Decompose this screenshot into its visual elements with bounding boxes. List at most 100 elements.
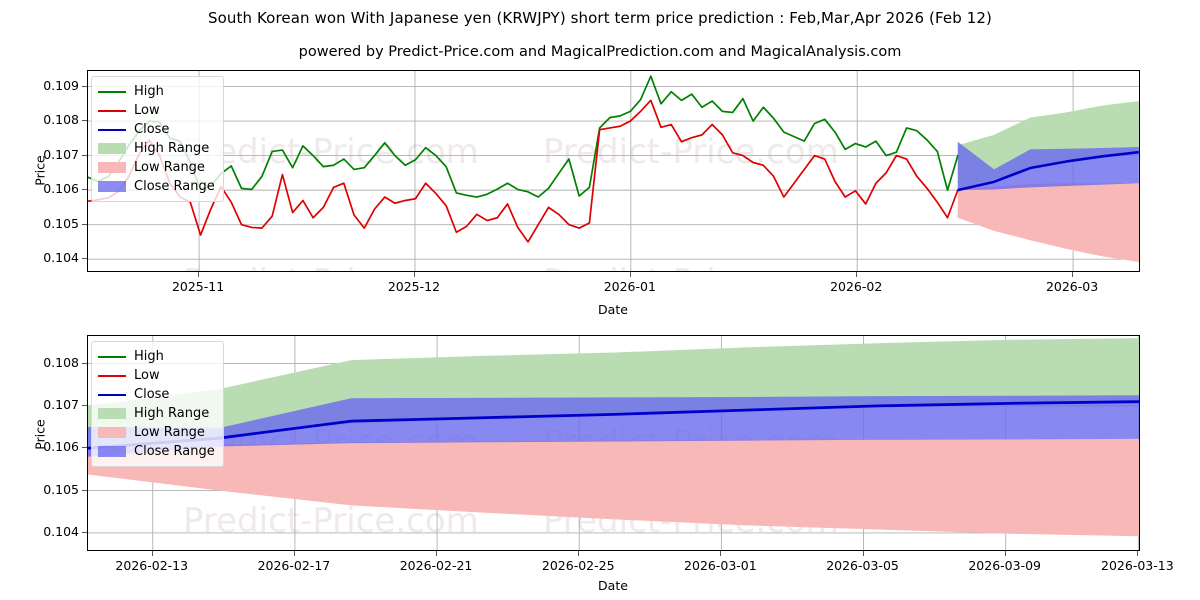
bottom-chart-legend-item-4[interactable]: Low Range: [98, 423, 215, 442]
legend-item-label: Close Range: [134, 444, 215, 459]
legend-patch-swatch-icon: [98, 162, 126, 173]
legend-item-label: High: [134, 349, 164, 364]
legend-item-label: High Range: [134, 406, 210, 421]
bottom-chart-x-tickmark: [1004, 551, 1006, 556]
top-chart-y-tick-label: 0.107: [43, 146, 79, 162]
legend-item-label: Low: [134, 103, 160, 118]
top-chart-x-tickmark: [856, 272, 858, 277]
top-chart-y-tick-label: 0.105: [43, 215, 79, 231]
top-chart-y-tickmark: [82, 189, 87, 191]
bottom-chart-y-tick-label: 0.104: [43, 523, 79, 539]
legend-line-swatch-icon: [98, 374, 126, 377]
legend-patch-swatch-icon: [98, 427, 126, 438]
top-chart-y-tickmark: [82, 258, 87, 260]
legend-line-swatch-icon: [98, 393, 126, 396]
top-chart-x-tick-label: 2025-12: [387, 279, 441, 294]
legend-line-swatch-icon: [98, 128, 126, 131]
bottom-chart-y-tickmark: [82, 362, 87, 364]
top-chart-y-tick-label: 0.108: [43, 112, 79, 128]
bottom-chart-y-tick-label: 0.108: [43, 354, 79, 370]
top-chart-x-tick-label: 2026-03: [1045, 279, 1099, 294]
top-chart-x-tickmark: [413, 272, 415, 277]
top-chart-x-tick-label: 2026-01: [603, 279, 656, 294]
legend-item-label: Low Range: [134, 160, 205, 175]
top-chart-y-tickmark: [82, 223, 87, 225]
legend-line-swatch-icon: [98, 109, 126, 112]
bottom-chart-x-tickmark: [293, 551, 295, 556]
bottom-chart-x-axis-label: Date: [598, 578, 628, 593]
bottom-chart-x-tickmark: [578, 551, 580, 556]
bottom-chart-y-tick-label: 0.106: [43, 439, 79, 455]
top-chart-y-tickmark: [82, 85, 87, 87]
top-chart-y-tick-label: 0.104: [43, 250, 79, 266]
bottom-chart-x-tick-label: 2026-03-05: [826, 558, 899, 573]
bottom-chart-y-tickmark: [82, 447, 87, 449]
bottom-chart-plot-area: Predict-Price.comPredict-Price.comPredic…: [87, 335, 1140, 551]
svg-text:Predict-Price.com: Predict-Price.com: [543, 262, 839, 272]
top-chart-y-tick-label: 0.109: [43, 77, 79, 93]
top-chart-x-tickmark: [1072, 272, 1074, 277]
top-chart-y-axis-label: Price: [32, 155, 48, 186]
top-chart-y-tick-label: 0.106: [43, 181, 79, 197]
top-chart-legend-item-4[interactable]: Low Range: [98, 158, 215, 177]
legend-patch-swatch-icon: [98, 408, 126, 419]
top-chart-plot-area: Predict-Price.comPredict-Price.comPredic…: [87, 70, 1140, 272]
bottom-chart-legend-item-3[interactable]: High Range: [98, 404, 215, 423]
legend-item-label: Low Range: [134, 425, 205, 440]
legend-patch-swatch-icon: [98, 143, 126, 154]
bottom-chart-x-tickmark: [151, 551, 153, 556]
top-chart-legend: High Low Close High Range Low Range Close Ran…: [91, 76, 224, 202]
legend-item-label: Close Range: [134, 179, 215, 194]
bottom-chart-y-tick-label: 0.105: [43, 481, 79, 497]
bottom-chart-panel: Price Predict-Price.comPredict-Price.com…: [0, 320, 1200, 600]
legend-item-label: Close: [134, 122, 170, 137]
bottom-chart-x-tickmark: [862, 551, 864, 556]
top-chart-legend-item-0[interactable]: High: [98, 82, 215, 101]
bottom-chart-y-tick-label: 0.107: [43, 396, 79, 412]
legend-item-label: Low: [134, 368, 160, 383]
bottom-chart-x-tick-label: 2026-02-13: [115, 558, 189, 573]
legend-patch-swatch-icon: [98, 446, 126, 457]
page-title: South Korean won With Japanese yen (KRWJ…: [208, 9, 992, 27]
bottom-chart-y-tickmark: [82, 489, 87, 491]
bottom-chart-x-tick-label: 2026-02-21: [399, 558, 473, 573]
page-subtitle: powered by Predict-Price.com and Magical…: [298, 44, 902, 60]
top-chart-legend-item-5[interactable]: Close Range: [98, 177, 215, 196]
legend-patch-swatch-icon: [98, 181, 126, 192]
bottom-chart-legend: High Low Close High Range Low Range Close Ran…: [91, 341, 224, 467]
top-chart-x-tick-label: 2025-11: [171, 279, 225, 294]
top-chart-x-tickmark: [629, 272, 631, 277]
bottom-chart-x-tickmark: [720, 551, 722, 556]
bottom-chart-legend-item-1[interactable]: Low: [98, 366, 215, 385]
bottom-chart-y-tickmark: [82, 531, 87, 533]
top-chart-canvas: Predict-Price.comPredict-Price.comPredic…: [88, 71, 1139, 272]
bottom-chart-x-tickmark: [436, 551, 438, 556]
top-chart-panel: Price Predict-Price.com Predict-Price.com…: [32, 70, 1140, 317]
bottom-chart-legend-item-2[interactable]: Close: [98, 385, 215, 404]
bottom-chart-canvas: Predict-Price.comPredict-Price.comPredic…: [88, 336, 1139, 550]
top-chart-x-tick-label: 2026-02: [830, 279, 883, 294]
legend-item-label: Close: [134, 387, 170, 402]
legend-item-label: High: [134, 84, 164, 99]
top-chart-y-tickmark: [82, 154, 87, 156]
bottom-chart-x-tick-label: 2026-02-25: [541, 558, 615, 573]
bottom-chart-x-tick-label: 2026-02-17: [257, 558, 331, 573]
legend-item-label: High Range: [134, 141, 210, 156]
svg-text:Predict-Price.com: Predict-Price.com: [183, 262, 479, 272]
bottom-chart-x-tick-label: 2026-03-13: [1101, 558, 1174, 573]
top-chart-x-tickmark: [198, 272, 200, 277]
top-chart-x-axis-label: Date: [598, 302, 628, 317]
top-chart-legend-item-1[interactable]: Low: [98, 101, 215, 120]
bottom-chart-x-tickmark: [1137, 551, 1139, 556]
bottom-chart-legend-item-5[interactable]: Close Range: [98, 442, 215, 461]
top-chart-legend-item-3[interactable]: High Range: [98, 139, 215, 158]
legend-line-swatch-icon: [98, 90, 126, 93]
legend-line-swatch-icon: [98, 355, 126, 358]
bottom-chart-x-tick-label: 2026-03-09: [968, 558, 1042, 573]
bottom-chart-legend-item-0[interactable]: High: [98, 347, 215, 366]
top-chart-y-tickmark: [82, 120, 87, 122]
bottom-chart-y-tickmark: [82, 404, 87, 406]
top-chart-legend-item-2[interactable]: Close: [98, 120, 215, 139]
bottom-chart-x-tick-label: 2026-03-01: [684, 558, 757, 573]
